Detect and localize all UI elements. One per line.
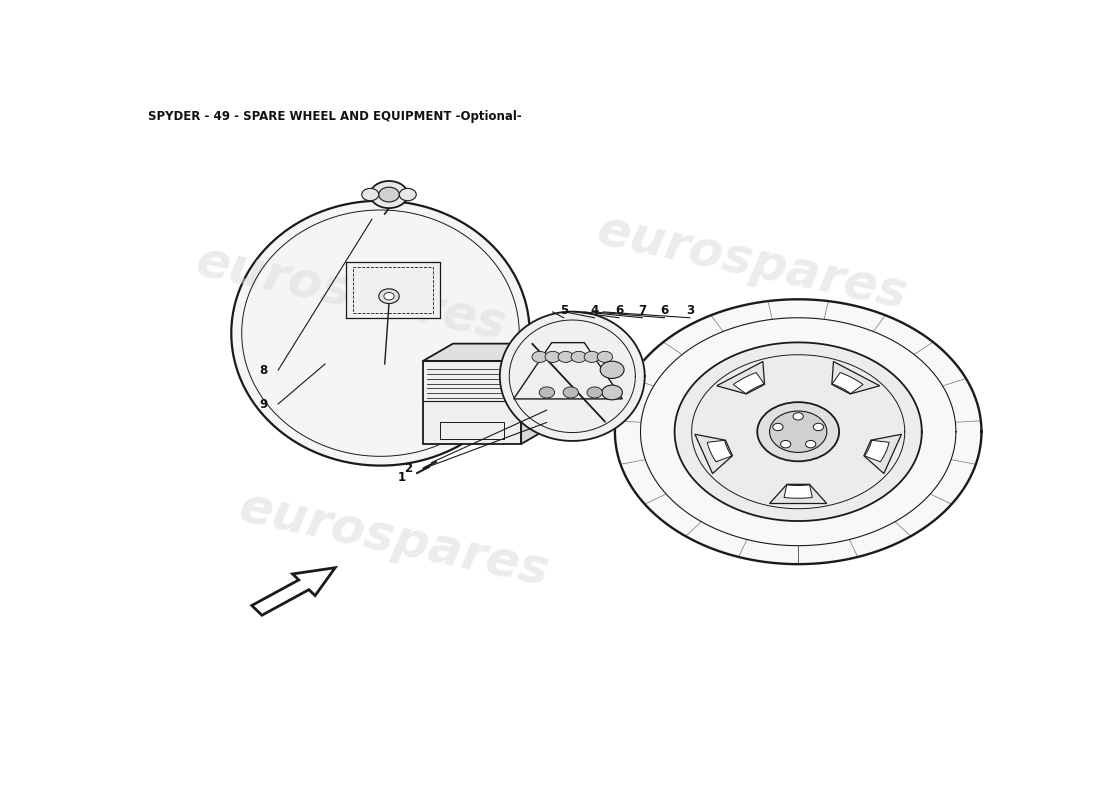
Polygon shape — [707, 440, 732, 462]
Text: 7: 7 — [638, 304, 646, 317]
Circle shape — [378, 187, 399, 202]
Polygon shape — [521, 344, 551, 444]
Circle shape — [770, 411, 827, 453]
Text: 5: 5 — [560, 304, 568, 317]
Text: 6: 6 — [660, 304, 669, 317]
Circle shape — [399, 189, 416, 201]
Text: 8: 8 — [260, 364, 267, 377]
Text: 9: 9 — [260, 398, 267, 410]
Circle shape — [793, 413, 803, 420]
Circle shape — [558, 351, 573, 362]
Circle shape — [571, 351, 586, 362]
Text: eurospares: eurospares — [592, 206, 911, 318]
Circle shape — [563, 387, 579, 398]
Polygon shape — [674, 342, 922, 521]
Circle shape — [601, 361, 624, 378]
Circle shape — [384, 293, 394, 300]
Polygon shape — [832, 362, 880, 394]
Circle shape — [378, 289, 399, 303]
Polygon shape — [734, 373, 764, 394]
Circle shape — [532, 351, 548, 362]
Polygon shape — [424, 344, 551, 361]
Circle shape — [773, 423, 783, 430]
Polygon shape — [833, 373, 864, 394]
Polygon shape — [864, 434, 902, 474]
Text: 4: 4 — [591, 304, 598, 317]
Circle shape — [544, 351, 560, 362]
Polygon shape — [424, 361, 521, 444]
Polygon shape — [615, 299, 981, 564]
Polygon shape — [865, 440, 889, 462]
Text: eurospares: eurospares — [233, 483, 553, 596]
Polygon shape — [252, 568, 336, 615]
Circle shape — [587, 387, 603, 398]
Polygon shape — [770, 484, 827, 503]
Circle shape — [584, 351, 600, 362]
Text: 3: 3 — [686, 304, 694, 317]
Polygon shape — [499, 312, 645, 441]
Polygon shape — [346, 262, 440, 318]
Circle shape — [371, 181, 408, 208]
Polygon shape — [231, 201, 530, 466]
Polygon shape — [695, 434, 733, 474]
Text: 1: 1 — [398, 471, 406, 485]
Circle shape — [597, 351, 613, 362]
Circle shape — [757, 402, 839, 462]
Text: eurospares: eurospares — [191, 237, 510, 350]
Circle shape — [781, 441, 791, 448]
Circle shape — [362, 189, 378, 201]
Circle shape — [805, 441, 816, 448]
Polygon shape — [784, 485, 812, 498]
Text: SPYDER - 49 - SPARE WHEEL AND EQUIPMENT -Optional-: SPYDER - 49 - SPARE WHEEL AND EQUIPMENT … — [147, 110, 521, 122]
Polygon shape — [717, 362, 764, 394]
Circle shape — [602, 385, 623, 400]
Circle shape — [813, 423, 824, 430]
Text: 2: 2 — [405, 462, 412, 475]
Text: 6: 6 — [615, 304, 624, 317]
Circle shape — [539, 387, 554, 398]
